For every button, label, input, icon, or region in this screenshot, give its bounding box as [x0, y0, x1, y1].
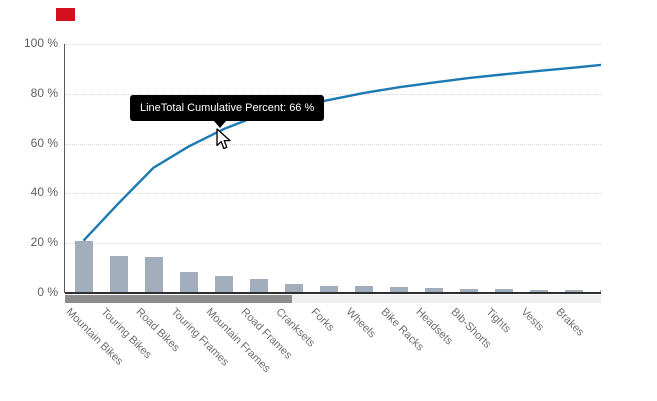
- y-axis-tick-label: 20 %: [30, 235, 58, 250]
- bar-mountain-frames[interactable]: [214, 275, 233, 293]
- bar-brakes[interactable]: [564, 289, 583, 293]
- scrollbar-thumb[interactable]: [65, 295, 292, 303]
- gridline: [65, 93, 601, 95]
- mouse-cursor-icon: [216, 128, 231, 150]
- bar-road-frames[interactable]: [249, 279, 268, 293]
- tooltip-text: LineTotal Cumulative Percent: 66 %: [140, 102, 315, 114]
- cumulative-percent-line[interactable]: [65, 40, 601, 296]
- x-axis-label-vests: Vests: [518, 306, 546, 334]
- plot-area: [65, 40, 601, 296]
- x-axis: [65, 292, 601, 294]
- bar-tights[interactable]: [494, 289, 513, 293]
- y-axis: [64, 44, 65, 293]
- gridline: [65, 143, 601, 145]
- bar-forks[interactable]: [319, 286, 338, 293]
- annotation-marker: [56, 8, 75, 21]
- gridline: [65, 193, 601, 195]
- bar-touring-frames[interactable]: [179, 271, 198, 293]
- gridline: [65, 44, 601, 45]
- bar-cranksets[interactable]: [284, 284, 303, 293]
- bar-wheels[interactable]: [354, 286, 373, 293]
- y-axis-tick-label: 100 %: [23, 36, 58, 50]
- bar-bib-shorts[interactable]: [459, 288, 478, 293]
- bar-road-bikes[interactable]: [144, 257, 163, 293]
- tooltip-arrow-icon: [214, 121, 226, 128]
- bar-mountain-bikes[interactable]: [74, 240, 93, 293]
- gridline: [65, 243, 601, 245]
- x-axis-label-wheels: Wheels: [343, 306, 378, 341]
- x-axis-label-forks: Forks: [308, 306, 336, 334]
- bar-bike-racks[interactable]: [389, 287, 408, 293]
- x-axis-label-tights: Tights: [483, 306, 513, 336]
- x-axis-label-mountain-frames: Mountain Frames: [203, 306, 273, 376]
- bar-headsets[interactable]: [424, 288, 443, 293]
- y-axis-tick-label: 40 %: [30, 185, 58, 200]
- bar-clipped[interactable]: [599, 289, 601, 293]
- cumulative-line-path[interactable]: [82, 63, 602, 242]
- bar-touring-bikes[interactable]: [109, 255, 128, 293]
- bar-vests[interactable]: [529, 289, 548, 293]
- tooltip: LineTotal Cumulative Percent: 66 %: [130, 95, 325, 128]
- scrollbar-track[interactable]: [65, 295, 601, 303]
- x-axis-label-brakes: Brakes: [553, 306, 586, 339]
- y-axis-tick-label: 0 %: [37, 285, 58, 299]
- y-axis-tick-label: 60 %: [30, 135, 58, 150]
- y-axis-tick-label: 80 %: [30, 85, 58, 100]
